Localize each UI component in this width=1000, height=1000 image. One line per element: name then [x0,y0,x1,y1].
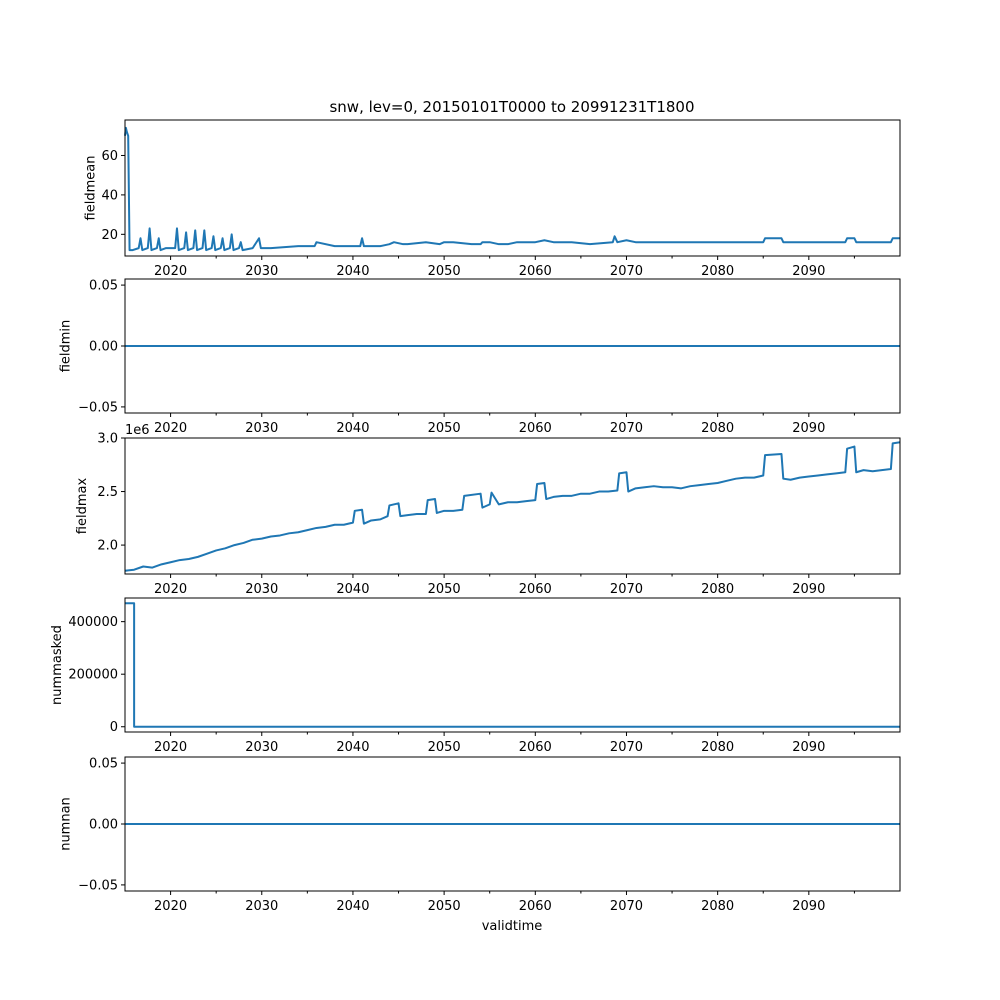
subplot-fieldmin: 2020 2030 2040 2050 2060 2070 2080 2090 −0.05 0.0… [59,278,901,436]
y-tick-label: 60 [101,149,118,164]
x-tick-label: 2030 [245,740,278,755]
y-axis-title: fieldmax [75,478,90,535]
series-line-fieldmax [124,441,901,572]
subplot-fieldmean: 2020 2030 2040 2050 2060 2070 2080 2090204060fi… [83,119,901,279]
y-tick-label: 400000 [68,615,118,630]
x-tick-label: 2020 [154,421,187,436]
x-tick-label: 2070 [610,264,643,279]
x-tick-label: 2040 [336,740,369,755]
x-tick-label: 2070 [610,421,643,436]
x-tick-label: 2090 [792,582,825,597]
x-tick-label: 2090 [792,899,825,914]
y-tick-label: 0.00 [89,818,118,833]
x-tick-label: 2060 [519,899,552,914]
x-tick-label: 2050 [428,264,461,279]
x-tick-label: 2070 [610,582,643,597]
x-tick-label: 2050 [428,740,461,755]
y-tick-label: −0.05 [78,878,118,893]
x-tick-label: 2080 [701,264,734,279]
subplot-fieldmax: 2020 2030 2040 2050 2060 2070 2080 2090 2.0 2.5 3.… [75,423,901,597]
series-line-fieldmean [124,126,900,252]
x-tick-label: 2030 [245,421,278,436]
x-tick-label: 2020 [154,899,187,914]
x-tick-label: 2090 [792,264,825,279]
y-tick-label: 0.05 [89,757,118,772]
figure-title: snw, lev=0, 20150101T0000 to 20991231T18… [329,98,694,116]
y-tick-label: 40 [101,188,118,203]
subplots: 2020 2030 2040 2050 2060 2070 2080 2090204060fi… [50,119,901,914]
y-axis-title: fieldmean [83,156,98,221]
y-tick-label: 2.0 [97,539,118,554]
x-tick-label: 2060 [519,582,552,597]
x-tick-label: 2080 [701,421,734,436]
y-tick-label: 20 [101,228,118,243]
x-tick-label: 2080 [701,740,734,755]
x-tick-label: 2040 [336,899,369,914]
y-tick-label: 0.05 [89,279,118,294]
y-axis-title: numnan [59,797,74,851]
y-tick-label: 200000 [68,668,118,683]
x-tick-label: 2020 [154,582,187,597]
y-tick-label: 0.00 [89,340,118,355]
series-line-nummasked [125,602,900,728]
x-tick-label: 2020 [154,740,187,755]
x-axis-title: validtime [482,919,543,934]
x-tick-label: 2030 [245,899,278,914]
x-tick-label: 2060 [519,740,552,755]
subplot-nummasked: 2020 2030 2040 2050 2060 2070 2080 2090 0 200000 4… [50,597,901,755]
x-tick-label: 2030 [245,582,278,597]
y-tick-label: 0 [110,720,118,735]
x-tick-label: 2020 [154,264,187,279]
x-tick-label: 2050 [428,582,461,597]
x-tick-label: 2070 [610,740,643,755]
subplot-numnan: 2020 2030 2040 2050 2060 2070 2080 2090 −0.05 0.0… [59,756,901,914]
x-tick-label: 2040 [336,264,369,279]
y-tick-label: −0.05 [78,400,118,415]
y-offset-label: 1e6 [125,423,150,438]
y-tick-label: 2.5 [97,485,118,500]
y-axis-title: nummasked [50,625,65,705]
x-tick-label: 2080 [701,899,734,914]
x-tick-label: 2040 [336,421,369,436]
x-tick-label: 2090 [792,740,825,755]
x-tick-label: 2060 [519,264,552,279]
x-tick-label: 2090 [792,421,825,436]
x-tick-label: 2070 [610,899,643,914]
x-tick-label: 2030 [245,264,278,279]
axes-frame [124,119,901,257]
x-tick-label: 2080 [701,582,734,597]
x-tick-label: 2050 [428,899,461,914]
x-tick-label: 2050 [428,421,461,436]
y-tick-label: 3.0 [97,432,118,447]
x-tick-label: 2040 [336,582,369,597]
axes-frame [124,437,901,575]
axes-frame [124,597,901,733]
x-tick-label: 2060 [519,421,552,436]
y-axis-title: fieldmin [59,320,74,373]
